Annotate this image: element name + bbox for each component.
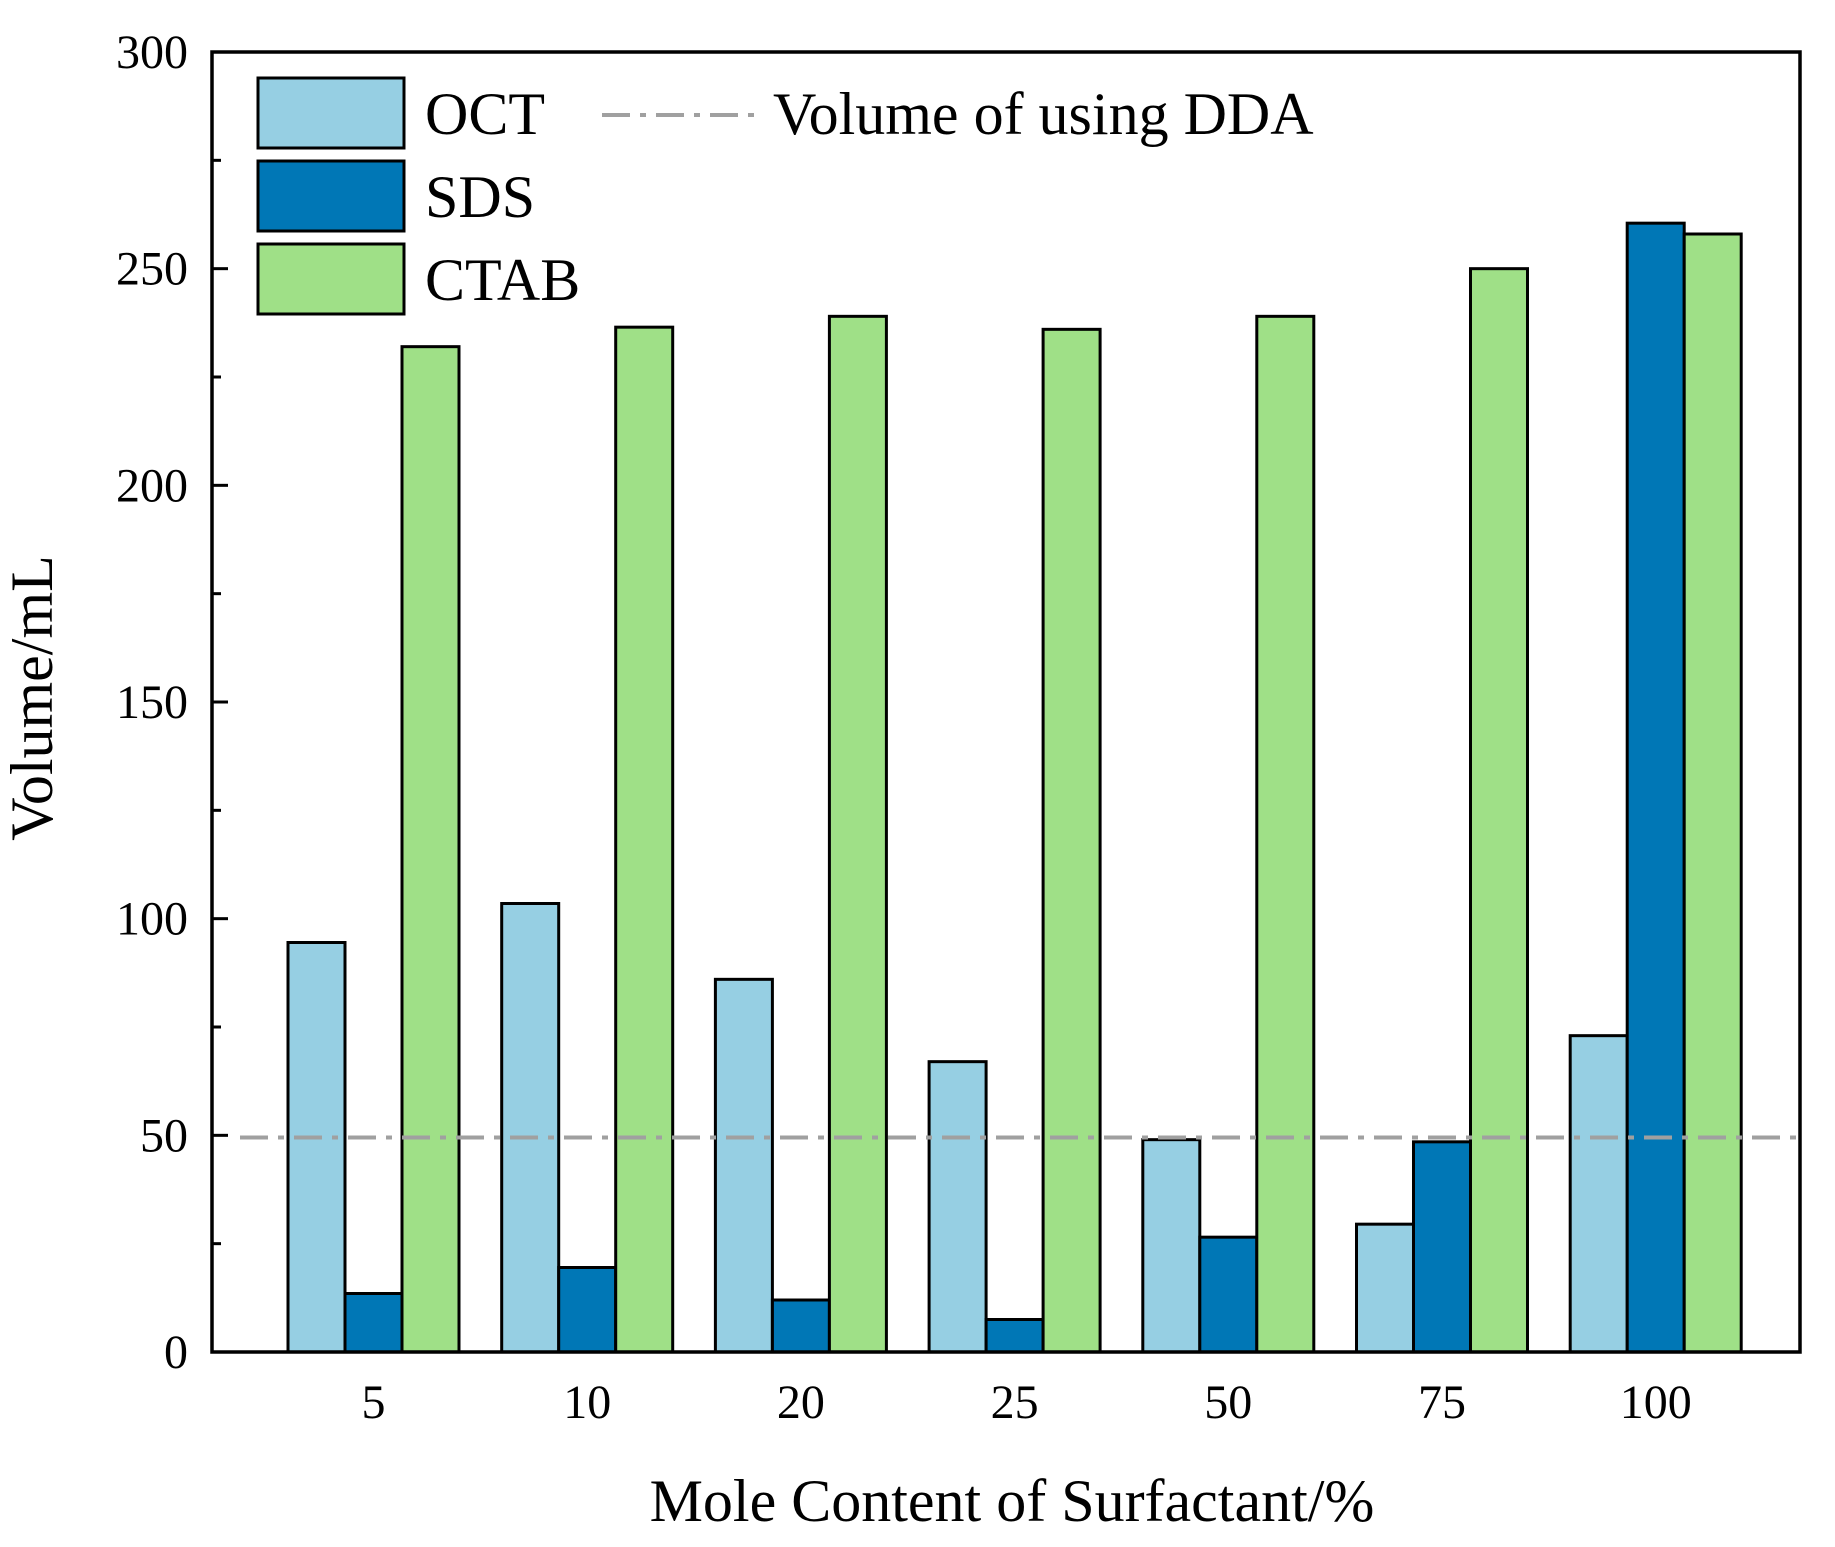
bar-sds-25 — [984, 1318, 1045, 1354]
legend-label-sds: SDS — [425, 164, 535, 230]
bar-sds-5 — [343, 1292, 404, 1354]
x-tick-label: 75 — [1418, 1376, 1466, 1429]
bar-oct-20 — [713, 977, 774, 1354]
legend-label-dda: Volume of using DDA — [773, 81, 1314, 147]
legend-swatch-ctab — [256, 242, 406, 316]
plot-area — [212, 52, 1800, 1352]
bar-sds-10 — [557, 1266, 618, 1354]
x-tick-label: 10 — [563, 1376, 611, 1429]
bar-sds-75 — [1412, 1140, 1472, 1354]
bar-oct-25 — [927, 1060, 988, 1354]
bar-oct-50 — [1141, 1138, 1202, 1354]
y-axis-title: Volume/mL — [0, 555, 65, 841]
bar-oct-75 — [1355, 1222, 1415, 1354]
bar-ctab-75 — [1469, 267, 1529, 1354]
bar-oct-5 — [286, 941, 347, 1354]
plot-background — [212, 52, 1800, 1352]
y-tick-label: 100 — [116, 893, 188, 946]
bar-ctab-100 — [1682, 232, 1743, 1354]
x-tick-label: 50 — [1204, 1376, 1252, 1429]
y-tick-label: 250 — [116, 243, 188, 296]
axes-group: 5 10 20 25 50 75 100 0 50 100 150 200 250 300 — [116, 26, 1802, 1429]
legend-label-oct: OCT — [425, 81, 545, 147]
bar-sds-20 — [770, 1298, 831, 1354]
x-tick-label: 100 — [1620, 1376, 1692, 1429]
legend: OCT SDS CTAB Volume of using DDA — [256, 76, 1314, 316]
bar-group — [286, 221, 1743, 1354]
y-tick-label: 150 — [116, 676, 188, 729]
legend-label-ctab: CTAB — [425, 247, 580, 313]
x-tick-label: 5 — [362, 1376, 386, 1429]
bar-oct-100 — [1568, 1034, 1629, 1354]
x-tick-label: 20 — [777, 1376, 825, 1429]
bar-sds-100 — [1625, 221, 1686, 1354]
y-tick-label: 0 — [164, 1326, 188, 1379]
bar-ctab-25 — [1041, 327, 1102, 1354]
x-axis-title: Mole Content of Surfactant/% — [650, 1468, 1375, 1534]
legend-swatch-oct — [256, 76, 406, 150]
y-tick-label: 300 — [116, 26, 188, 79]
bar-ctab-10 — [614, 325, 675, 1354]
bar-ctab-20 — [827, 314, 888, 1354]
bar-oct-10 — [500, 902, 561, 1354]
bar-ctab-50 — [1255, 314, 1316, 1354]
y-tick-label: 50 — [140, 1109, 188, 1162]
y-tick-label: 200 — [116, 459, 188, 512]
legend-swatch-sds — [256, 159, 406, 233]
x-tick-label: 25 — [991, 1376, 1039, 1429]
bar-sds-50 — [1198, 1235, 1259, 1354]
bar-ctab-5 — [400, 345, 461, 1354]
